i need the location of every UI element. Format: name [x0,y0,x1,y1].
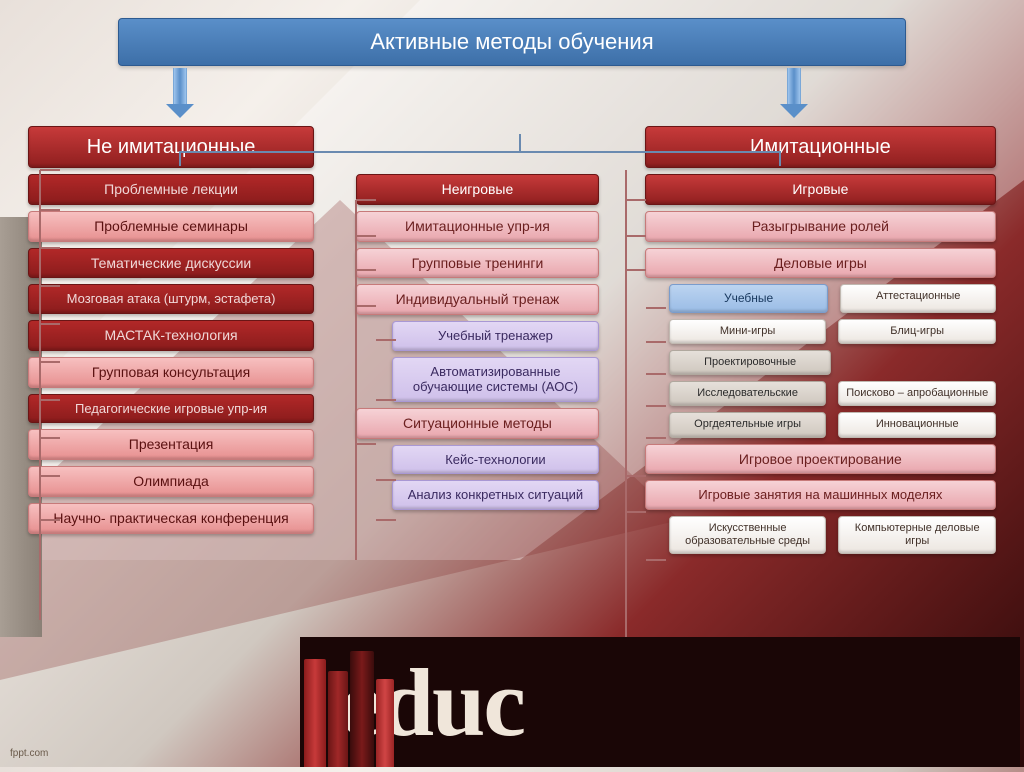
col-c-white: Аттестационные [840,284,996,312]
col-non-game: Неигровые Имитационные упр-ия Групповые … [356,174,599,510]
col-c-white: Мини-игры [669,319,827,344]
books-decoration [300,647,410,767]
col-a-item: Групповая консультация [28,357,314,388]
col-c-gray: Проектировочные [669,350,832,375]
col-c-item: Разыгрывание ролей [645,211,996,242]
col-a-header: Не имитационные [28,126,314,168]
arrow-left-icon [168,68,192,118]
col-a-item: Тематические дискуссии [28,248,314,279]
col-b-header-2: Ситуационные методы [356,408,599,439]
col-c-header: Имитационные [645,126,996,168]
col-a-item: Мозговая атака (штурм, эстафета) [28,284,314,314]
col-c-gray: Исследовательские [669,381,827,406]
col-a-item: Проблемные лекции [28,174,314,205]
col-imitational: Имитационные Игровые Разыгрывание ролей … [645,126,996,554]
col-c-gray: Оргдеятельные игры [669,412,827,437]
col-a-item: МАСТАК-технология [28,320,314,351]
col-b-sub: Кейс-технологии [392,445,599,475]
col-non-imitational: Не имитационные Проблемные лекции Пробле… [28,126,314,534]
col-b-sub: Учебный тренажер [392,321,599,351]
col-b-item: Имитационные упр-ия [356,211,599,242]
col-b-sub: Анализ конкретных ситуаций [392,480,599,510]
col-c-item: Деловые игры [645,248,996,279]
col-c-item: Игровое проектирование [645,444,996,475]
col-c-blue: Учебные [669,284,829,312]
arrow-right-icon [782,68,806,118]
diagram-title: Активные методы обучения [118,18,906,66]
col-b-item: Индивидуальный тренаж [356,284,599,315]
col-c-white: Блиц-игры [838,319,996,344]
footer-credit: fppt.com [10,748,48,759]
col-c-white: Искусственные образовательные среды [669,516,827,554]
col-c-white: Компьютерные деловые игры [838,516,996,554]
col-c-white: Инновационные [838,412,996,437]
col-b-header-1: Неигровые [356,174,599,205]
col-a-item: Презентация [28,429,314,460]
col-c-item: Игровые занятия на машинных моделях [645,480,996,510]
col-a-item: Олимпиада [28,466,314,497]
col-b-sub: Автоматизированные обучающие системы (АО… [392,357,599,402]
col-b-item: Групповые тренинги [356,248,599,279]
col-c-white: Поисково – апробационные [838,381,996,406]
col-c-header-game: Игровые [645,174,996,205]
col-a-item: Научно- практическая конференция [28,503,314,534]
col-a-item: Педагогические игровые упр-ия [28,394,314,424]
col-a-item: Проблемные семинары [28,211,314,242]
